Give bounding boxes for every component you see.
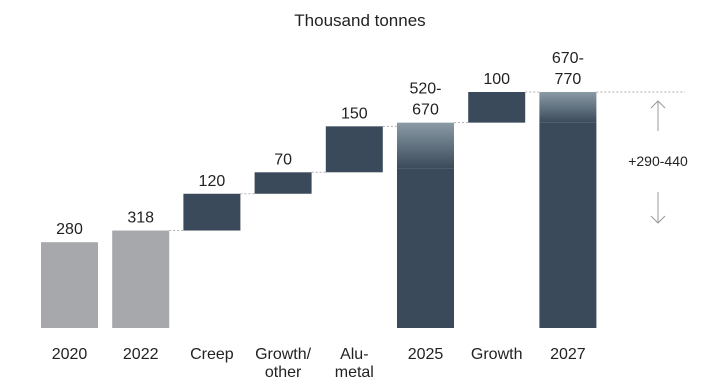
bar-range-2027 <box>539 92 597 123</box>
data-label: 120 <box>199 173 226 190</box>
data-label: 150 <box>341 105 368 122</box>
category-label: 2020 <box>52 346 88 363</box>
data-label: 670-770 <box>552 50 584 88</box>
data-label: 100 <box>483 71 510 88</box>
bar-alu-metal <box>325 126 383 173</box>
category-label: 2022 <box>123 346 159 363</box>
category-label: Alu-metal <box>335 346 374 381</box>
bar-2020 <box>41 242 98 328</box>
data-label: 520-670 <box>409 81 441 119</box>
chart-title: Thousand tonnes <box>294 11 425 30</box>
chart-marks: 280 2020 318 2022 120 Creep 70 Growth/other 150 A… <box>41 50 688 381</box>
bar-range-2025 <box>397 122 454 169</box>
category-label: 2025 <box>408 346 444 363</box>
category-label: 2027 <box>550 346 586 363</box>
category-label: Growth/other <box>255 346 312 381</box>
data-label: 318 <box>127 210 154 227</box>
arrow-up-head <box>650 100 666 109</box>
category-label: Growth <box>471 346 523 363</box>
bar-creep <box>183 193 241 231</box>
data-label: 70 <box>274 151 292 168</box>
category-label: Creep <box>190 346 234 363</box>
bar-2022 <box>112 230 170 328</box>
bar-growth-other <box>254 172 312 194</box>
bar-growth <box>468 92 526 123</box>
bar-2025 <box>397 168 454 328</box>
bar-2027 <box>539 122 597 328</box>
annotation-label: +290-440 <box>628 153 688 169</box>
arrow-down-head <box>650 215 666 224</box>
data-label: 280 <box>56 221 83 238</box>
